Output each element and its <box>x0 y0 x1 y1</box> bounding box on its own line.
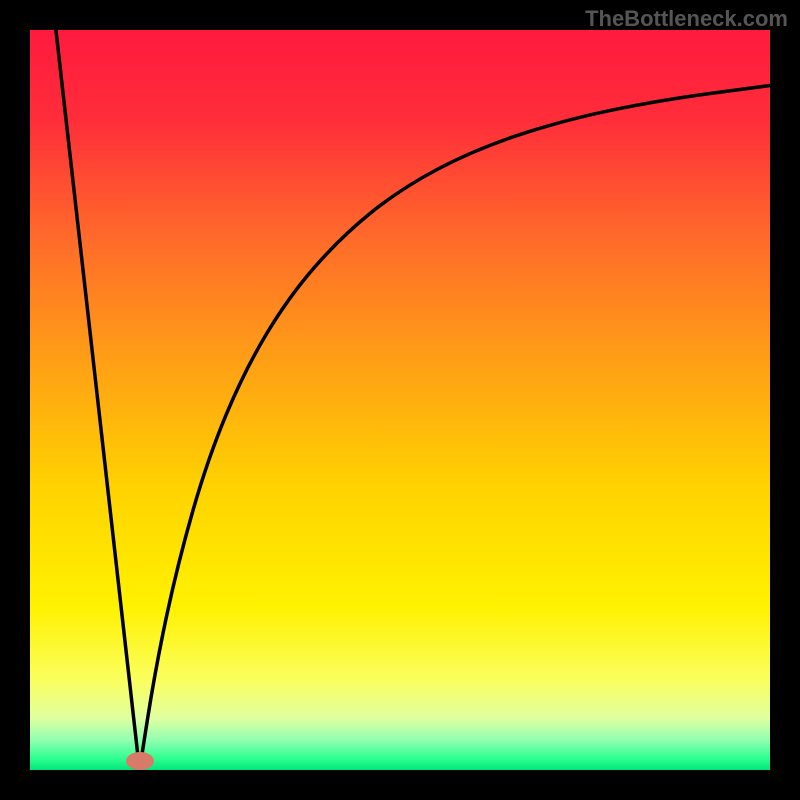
plot-area <box>30 30 770 770</box>
chart-container <box>0 0 800 800</box>
bottleneck-curve <box>56 30 770 770</box>
min-marker <box>126 752 154 770</box>
watermark-text: TheBottleneck.com <box>585 6 788 32</box>
curve-svg <box>30 30 770 770</box>
